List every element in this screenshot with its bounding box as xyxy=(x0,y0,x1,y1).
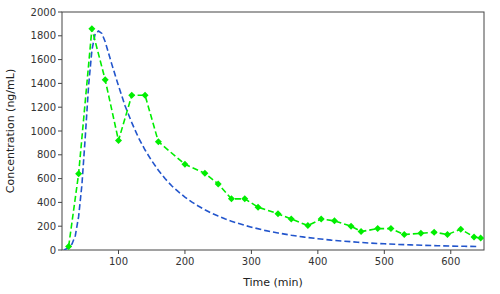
x-tick xyxy=(384,250,385,254)
x-tick-label: 100 xyxy=(109,256,128,267)
point-marker xyxy=(288,216,295,223)
y-tick xyxy=(58,154,62,155)
point-marker xyxy=(274,210,281,217)
point-marker xyxy=(128,92,135,99)
y-tick xyxy=(58,107,62,108)
y-tick-label: 1800 xyxy=(31,30,56,41)
point-marker xyxy=(228,195,235,202)
point-marker xyxy=(457,226,464,233)
point-marker xyxy=(471,233,478,240)
point-marker xyxy=(477,235,484,242)
y-tick xyxy=(58,59,62,60)
y-tick-label: 2000 xyxy=(31,7,56,18)
point-marker xyxy=(181,161,188,168)
point-marker xyxy=(142,92,149,99)
x-tick xyxy=(118,250,119,254)
y-tick-label: 1600 xyxy=(31,54,56,65)
point-marker xyxy=(417,230,424,237)
x-tick xyxy=(317,250,318,254)
y-tick-label: 1200 xyxy=(31,102,56,113)
point-marker xyxy=(201,170,208,177)
point-marker xyxy=(358,228,365,235)
point-marker xyxy=(387,225,394,232)
series-line xyxy=(69,29,481,247)
x-tick-label: 300 xyxy=(242,256,261,267)
y-tick xyxy=(58,83,62,84)
series-line xyxy=(64,31,477,250)
x-tick-label: 200 xyxy=(175,256,194,267)
y-tick xyxy=(58,226,62,227)
x-tick-label: 500 xyxy=(375,256,394,267)
point-marker xyxy=(155,138,162,145)
point-marker xyxy=(241,195,248,202)
point-marker xyxy=(255,204,262,211)
point-marker xyxy=(115,137,122,144)
x-tick xyxy=(184,250,185,254)
chart: 100 200 300 400 500 600 0 200 400 600 800 1000 1200 1… xyxy=(0,0,500,294)
y-tick xyxy=(58,35,62,36)
y-tick-label: 600 xyxy=(37,173,56,184)
y-tick-label: 0 xyxy=(50,245,56,256)
point-marker xyxy=(88,25,95,32)
x-tick xyxy=(450,250,451,254)
point-marker xyxy=(75,170,82,177)
y-tick xyxy=(58,178,62,179)
plot-frame xyxy=(62,12,484,250)
point-marker xyxy=(318,216,325,223)
point-marker xyxy=(431,229,438,236)
point-marker xyxy=(215,180,222,187)
point-marker xyxy=(374,225,381,232)
y-tick-label: 1000 xyxy=(31,126,56,137)
x-tick xyxy=(251,250,252,254)
y-tick-label: 200 xyxy=(37,221,56,232)
point-marker xyxy=(348,223,355,230)
y-tick xyxy=(58,12,62,13)
point-marker xyxy=(401,231,408,238)
y-tick-label: 400 xyxy=(37,197,56,208)
point-marker xyxy=(444,231,451,238)
point-marker xyxy=(102,76,109,83)
y-axis-label: Concentration (ng/mL) xyxy=(4,69,17,193)
x-tick-label: 600 xyxy=(441,256,460,267)
y-tick-label: 1400 xyxy=(31,78,56,89)
y-tick xyxy=(58,202,62,203)
x-axis-label: Time (min) xyxy=(242,276,303,289)
point-marker xyxy=(304,222,311,229)
plot-area xyxy=(64,25,484,250)
y-tick xyxy=(58,131,62,132)
y-tick-label: 800 xyxy=(37,149,56,160)
point-marker xyxy=(65,243,72,250)
point-marker xyxy=(331,217,338,224)
y-tick xyxy=(58,250,62,251)
x-tick-label: 400 xyxy=(308,256,327,267)
